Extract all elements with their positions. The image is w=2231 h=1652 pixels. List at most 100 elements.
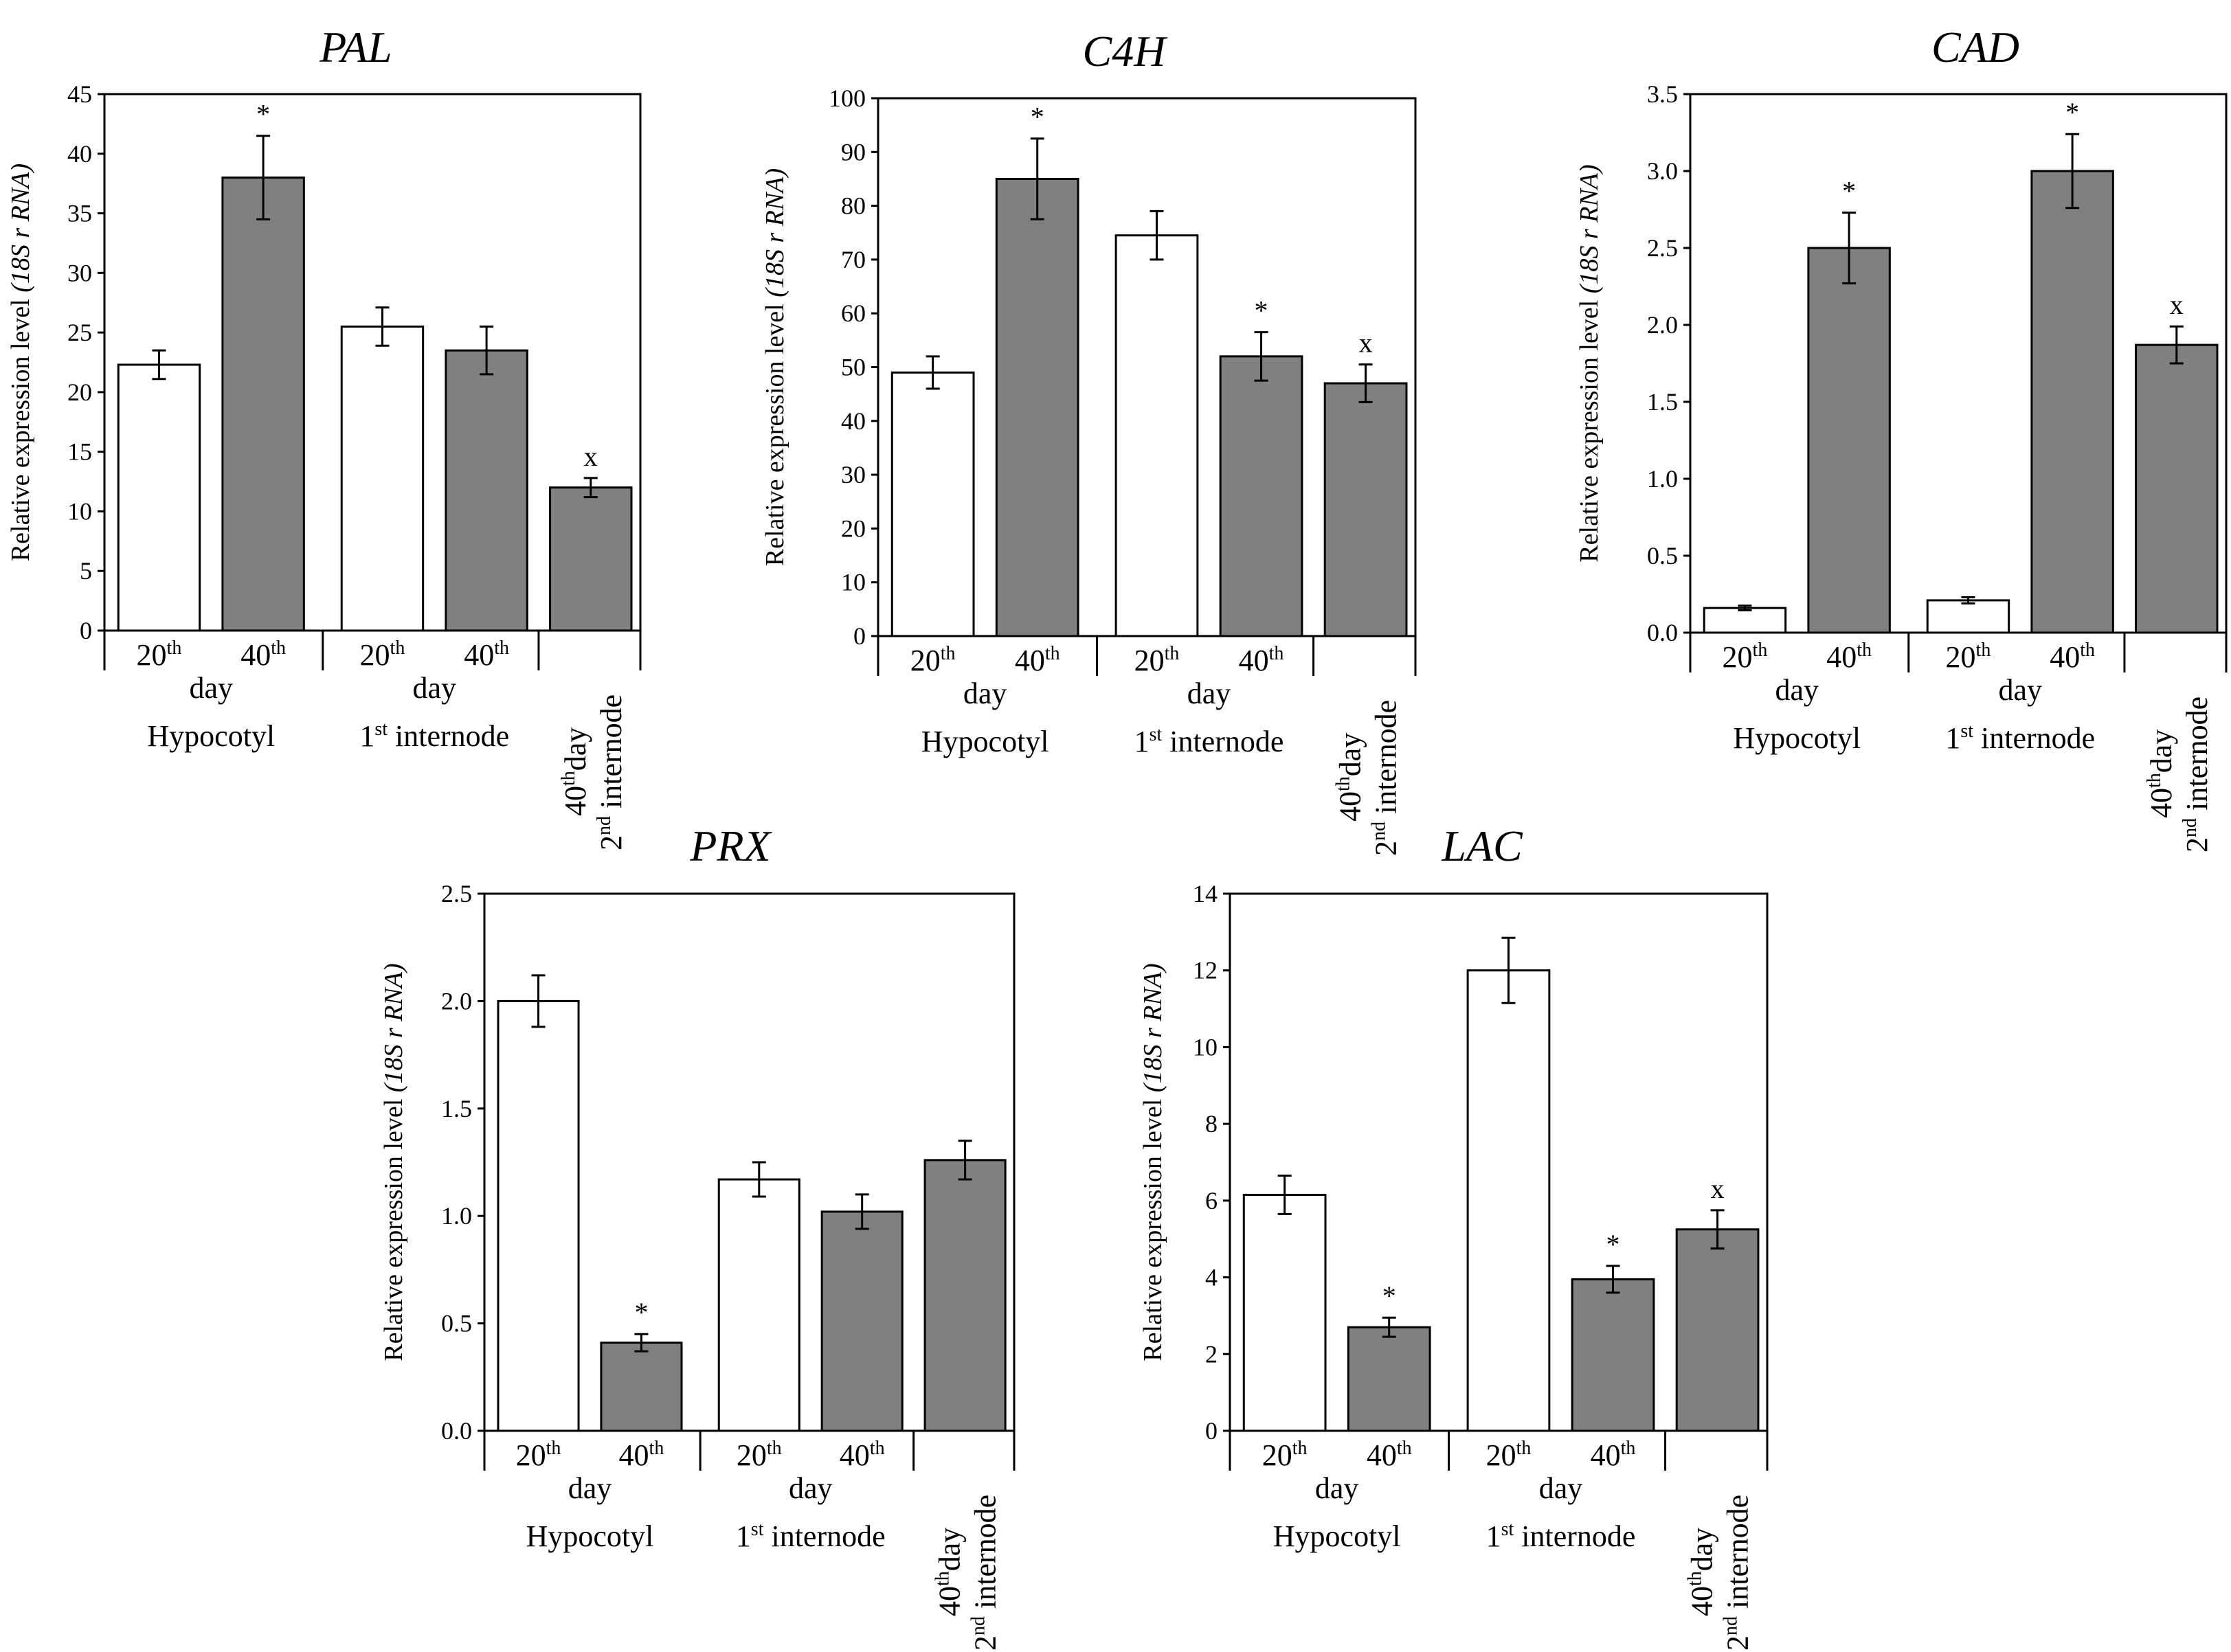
- bar: [1807, 247, 1891, 634]
- chart-title: C4H: [1083, 27, 1169, 76]
- significance-marker: *: [2065, 97, 2079, 128]
- day-label: day: [1187, 677, 1231, 710]
- y-tick-label: 0.5: [1647, 542, 1678, 569]
- bar: [995, 177, 1079, 637]
- y-tick-label: 3.5: [1647, 80, 1678, 108]
- group-label-hypocotyl: Hypocotyl: [1273, 1519, 1401, 1553]
- y-tick-label: 12: [1193, 957, 1218, 984]
- significance-marker: *: [1382, 1280, 1396, 1311]
- group-label-first-internode: 1st internode: [1486, 1519, 1636, 1553]
- y-tick-label: 10: [1193, 1033, 1218, 1061]
- y-tick-label: 3.0: [1647, 157, 1678, 185]
- y-tick-label: 2.0: [441, 987, 472, 1015]
- y-tick-label: 6: [1205, 1187, 1218, 1214]
- y-tick-label: 50: [841, 354, 866, 381]
- bar: [1242, 1193, 1327, 1432]
- day-40-label: 40th: [840, 1438, 885, 1472]
- y-axis-label: Relative expression level (18S r RNA): [6, 163, 35, 561]
- rotated-internode-label: 2nd internode: [1720, 1495, 1755, 1651]
- bar: [2135, 343, 2219, 634]
- y-axis-label: Relative expression level (18S r RNA): [1139, 963, 1167, 1361]
- y-tick-label: 40: [67, 140, 92, 168]
- y-tick-label: 30: [67, 259, 92, 286]
- significance-marker: *: [1255, 295, 1268, 326]
- chart-title: PAL: [319, 23, 392, 71]
- y-tick-label: 20: [841, 514, 866, 542]
- day-20-label: 20th: [360, 637, 405, 672]
- bar: [445, 349, 528, 632]
- chart-panel-cad: CAD 0.0 0.5 1.0 1.5 2.0 2.5 3.0 3.5 Relative expr…: [1575, 23, 2228, 852]
- day-40-label: 40th: [2050, 640, 2095, 674]
- chart-panel-pal: PAL 0 5 10 15 20 25 30 35 40 45 Relative expression…: [6, 23, 642, 850]
- day-40-label: 40th: [1591, 1438, 1636, 1472]
- rotated-day-label: 40thday: [1685, 1528, 1719, 1616]
- bar: [1703, 607, 1787, 634]
- day-40-label: 40th: [619, 1438, 664, 1472]
- significance-marker: x: [1359, 328, 1373, 359]
- y-tick-label: 0.0: [1647, 619, 1678, 646]
- y-tick-label: 0.0: [441, 1417, 472, 1445]
- bar: [820, 1210, 904, 1432]
- bar: [923, 1159, 1007, 1432]
- y-tick-label: 60: [841, 299, 866, 327]
- bar: [890, 371, 975, 637]
- y-tick-label: 2.0: [1647, 311, 1678, 339]
- significance-marker: *: [1606, 1229, 1620, 1260]
- y-tick-label: 70: [841, 246, 866, 273]
- bar: [1347, 1326, 1431, 1432]
- day-20-label: 20th: [1946, 640, 1991, 674]
- group-label-first-internode: 1st internode: [359, 718, 509, 753]
- y-tick-label: 40: [841, 407, 866, 435]
- day-label: day: [789, 1471, 833, 1505]
- day-20-label: 20th: [1262, 1438, 1308, 1472]
- chart-panel-lac: LAC 0 2 4 6 8 10 12 14 Relative expression level …: [1139, 822, 1769, 1651]
- y-tick-label: 45: [67, 80, 92, 108]
- bar: [1571, 1278, 1655, 1432]
- day-40-label: 40th: [240, 637, 286, 672]
- bar: [340, 325, 425, 632]
- bar: [1114, 234, 1199, 637]
- group-label-first-internode: 1st internode: [736, 1519, 886, 1553]
- group-label-hypocotyl: Hypocotyl: [526, 1519, 654, 1553]
- rotated-internode-label: 2nd internode: [2179, 697, 2214, 852]
- significance-marker: *: [1031, 102, 1044, 133]
- day-40-label: 40th: [1239, 643, 1284, 677]
- bar: [117, 363, 201, 632]
- significance-marker: x: [2170, 289, 2184, 320]
- y-tick-label: 20: [67, 378, 92, 406]
- y-tick-label: 2.5: [441, 880, 472, 907]
- significance-marker: x: [1711, 1173, 1725, 1204]
- y-tick-label: 35: [67, 200, 92, 227]
- chart-title: PRX: [689, 822, 772, 870]
- day-40-label: 40th: [1015, 643, 1060, 677]
- day-20-label: 20th: [137, 637, 182, 672]
- chart-panel-c4h: C4H 0 10 20 30 40 50 60 70 80 90 100 Relative expres…: [761, 27, 1417, 856]
- group-label-first-internode: 1st internode: [1134, 724, 1284, 758]
- day-label: day: [190, 671, 234, 705]
- day-label: day: [1775, 673, 1819, 707]
- y-tick-label: 90: [841, 138, 866, 166]
- y-axis-label: Relative expression level (18S r RNA): [1575, 164, 1604, 562]
- bar: [600, 1342, 683, 1432]
- bar: [1323, 382, 1408, 637]
- significance-marker: x: [584, 441, 598, 472]
- rotated-internode-label: 2nd internode: [968, 1495, 1002, 1651]
- day-40-label: 40th: [1826, 640, 1872, 674]
- y-tick-label: 4: [1205, 1264, 1218, 1291]
- bar: [1926, 599, 2010, 634]
- y-tick-label: 2: [1205, 1340, 1218, 1368]
- bar: [549, 486, 633, 632]
- significance-marker: *: [256, 99, 270, 130]
- day-label: day: [1539, 1471, 1583, 1505]
- day-20-label: 20th: [1486, 1438, 1532, 1472]
- day-label: day: [568, 1471, 612, 1505]
- rotated-day-label: 40thday: [932, 1528, 967, 1616]
- day-label: day: [1315, 1471, 1359, 1505]
- group-label-first-internode: 1st internode: [1945, 721, 2095, 755]
- chart-title: LAC: [1441, 822, 1523, 870]
- day-label: day: [1999, 673, 2043, 707]
- y-tick-label: 1.0: [441, 1202, 472, 1230]
- y-tick-label: 0: [80, 617, 92, 644]
- group-label-hypocotyl: Hypocotyl: [1733, 721, 1861, 755]
